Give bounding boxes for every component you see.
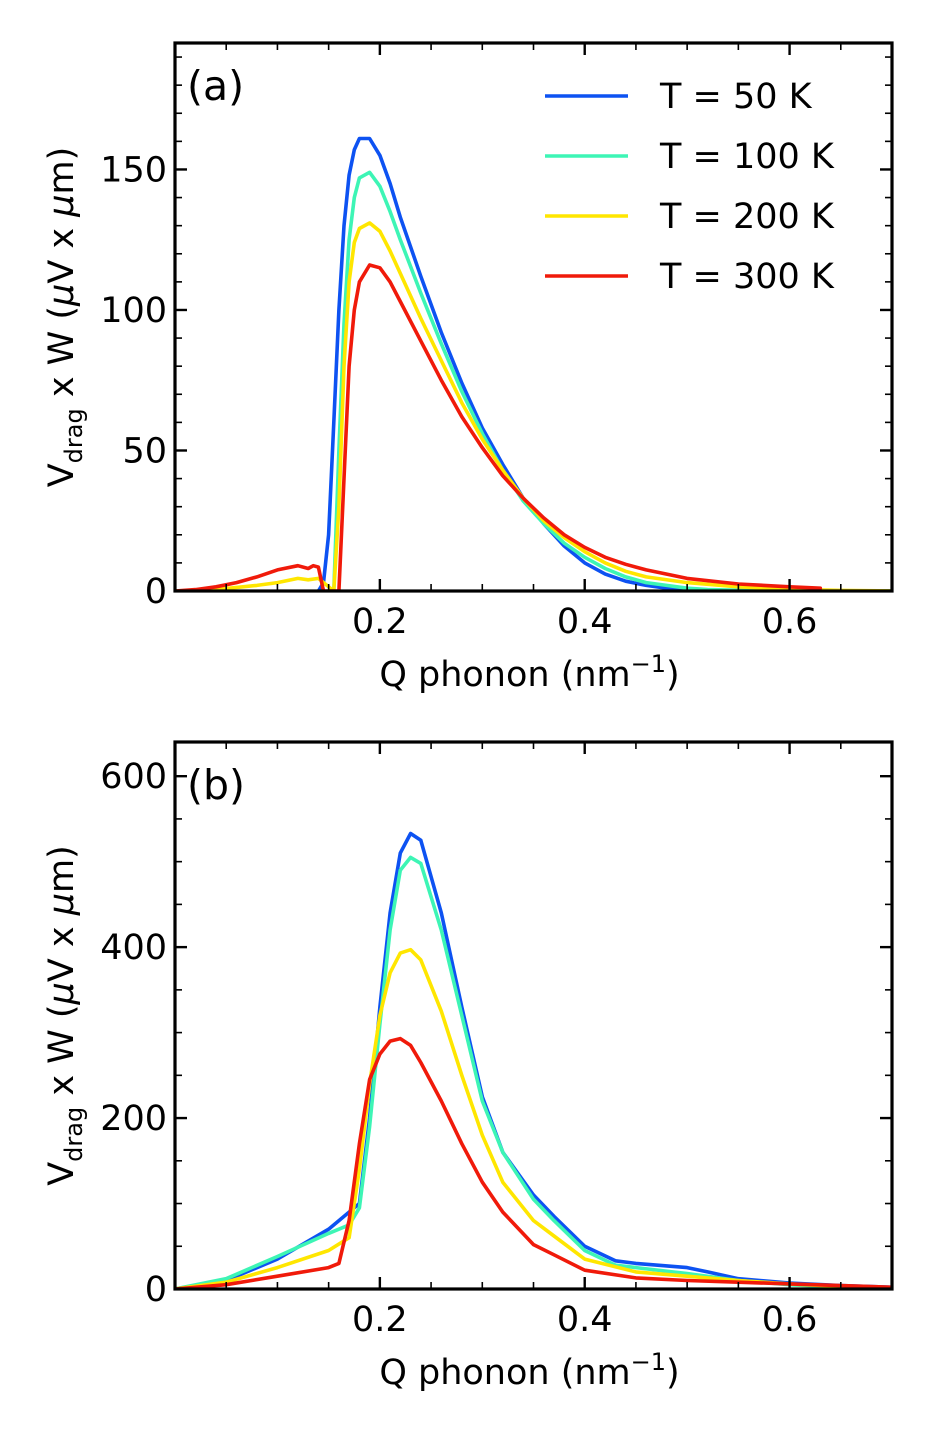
y-axis-label: Vdrag x W (μV x μm): [42, 845, 88, 1186]
panel-label: (b): [187, 761, 245, 809]
legend: T = 50 K T = 100 K T = 200 K T = 300 K: [545, 77, 835, 297]
series-group: [175, 831, 892, 1289]
panel-a: 0.2 0.4 0.6 0 50 100 150 (a) Q phonon (nm−1) Vdra…: [42, 41, 894, 695]
series-line-t-200-k: [175, 947, 892, 1289]
axes-frame: [173, 41, 894, 593]
legend-label: T = 50 K: [659, 77, 813, 117]
x-tick-label: 0.2: [352, 1300, 408, 1340]
y-tick-label: 0: [145, 1270, 167, 1310]
series-line-t-300-k: [175, 263, 823, 591]
panel-label: (a): [187, 62, 244, 110]
axes-frame: [173, 740, 894, 1291]
x-axis-label: Q phonon (nm−1): [379, 650, 679, 695]
series-line-t-200-k: [175, 221, 892, 591]
y-tick-label: 600: [100, 757, 167, 797]
y-tick-label: 200: [100, 1099, 167, 1139]
legend-label: T = 100 K: [659, 137, 835, 177]
y-tick-label: 400: [100, 928, 167, 968]
panel-b: 0.2 0.4 0.6 0 200 400 600 (b) Q phonon (nm−1) Vdr…: [42, 740, 894, 1393]
y-tick-label: 150: [100, 150, 167, 190]
y-tick-label: 0: [145, 572, 167, 612]
legend-label: T = 300 K: [659, 257, 835, 297]
x-tick-label: 0.6: [762, 1300, 818, 1340]
series-line-t-100-k: [175, 855, 892, 1289]
y-tick-label: 100: [100, 291, 167, 331]
y-tick-label: 50: [122, 431, 167, 471]
x-tick-label: 0.2: [352, 602, 408, 642]
x-axis-label: Q phonon (nm−1): [379, 1348, 679, 1393]
series-line-t-300-k: [175, 1036, 892, 1289]
y-axis-label: Vdrag x W (μV x μm): [42, 147, 88, 488]
legend-label: T = 200 K: [659, 197, 835, 237]
series-group: [175, 136, 892, 591]
x-tick-label: 0.4: [557, 602, 613, 642]
x-tick-label: 0.4: [557, 1300, 613, 1340]
x-tick-label: 0.6: [762, 602, 818, 642]
series-line-t-50-k: [316, 136, 892, 591]
